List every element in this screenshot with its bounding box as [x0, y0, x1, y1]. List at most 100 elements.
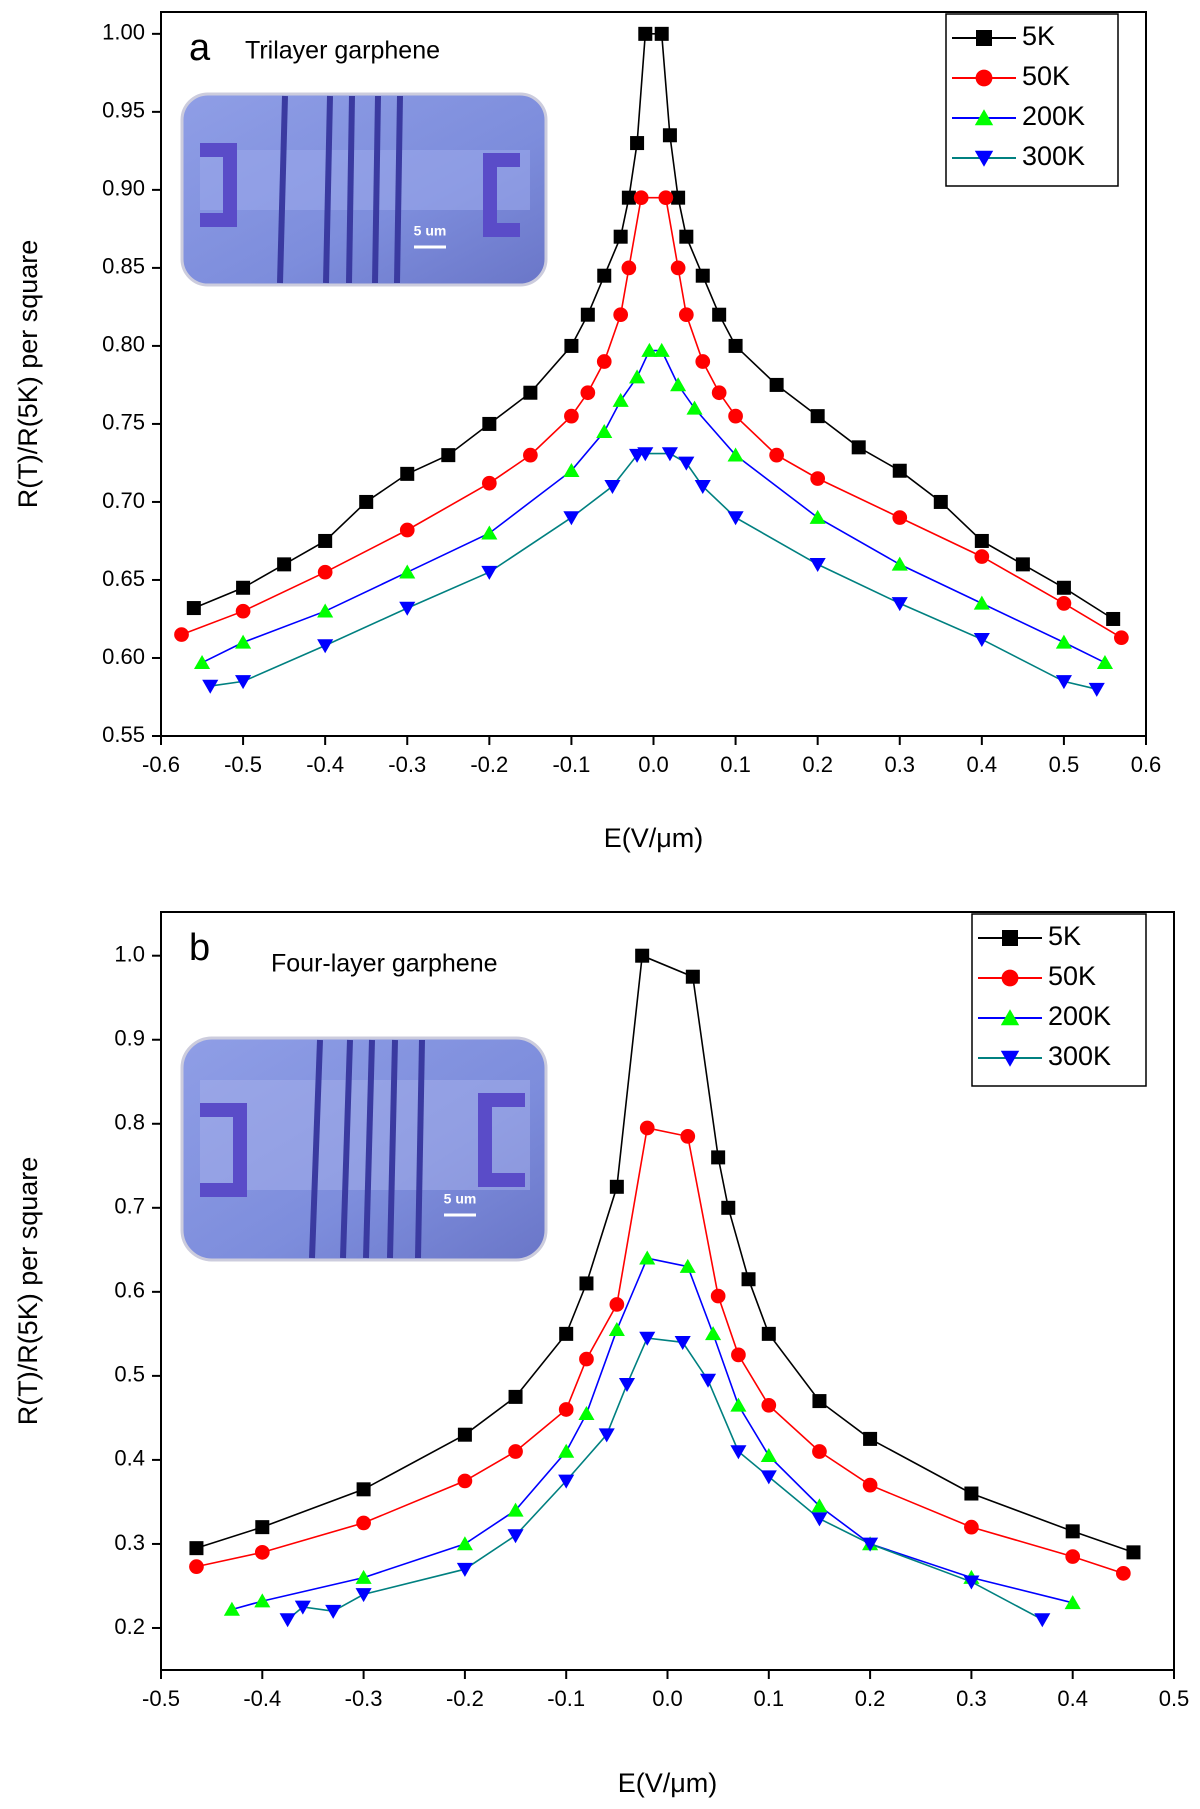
marker	[523, 385, 538, 400]
marker	[193, 654, 211, 669]
y-tick-label: 0.80	[102, 332, 145, 357]
x-tick-label: 0.2	[855, 1686, 886, 1711]
marker	[399, 522, 415, 538]
marker	[727, 447, 744, 462]
marker	[810, 471, 826, 486]
marker	[761, 1326, 776, 1341]
legend-label: 300K	[1048, 1041, 1111, 1071]
marker	[559, 1326, 574, 1341]
marker	[236, 580, 251, 595]
marker	[862, 1537, 879, 1552]
marker	[596, 354, 612, 369]
marker	[317, 639, 334, 654]
marker	[609, 1179, 624, 1194]
marker	[637, 447, 654, 462]
y-tick-label: 0.9	[114, 1026, 145, 1051]
marker	[678, 307, 694, 323]
marker	[769, 377, 784, 392]
marker	[670, 260, 686, 276]
marker	[686, 400, 703, 415]
x-tick-label: -0.2	[446, 1686, 484, 1711]
marker	[730, 1445, 747, 1460]
x-tick-label: 0.1	[754, 1686, 785, 1711]
marker	[964, 1519, 979, 1535]
y-tick-label: 0.95	[102, 98, 145, 123]
marker	[1065, 1524, 1080, 1539]
marker	[355, 1569, 372, 1584]
marker	[1064, 1595, 1081, 1610]
legend: 5K 50K 200K 300K	[971, 913, 1147, 1087]
marker	[189, 1541, 204, 1556]
legend-label: 5K	[1048, 921, 1081, 951]
legend-marker	[1000, 1009, 1020, 1026]
marker	[705, 1326, 722, 1341]
marker	[621, 190, 636, 205]
legend: 5K 50K 200K 300K	[945, 13, 1119, 187]
marker	[662, 128, 677, 143]
y-tick-label: 1.00	[102, 20, 145, 45]
marker	[507, 1529, 524, 1544]
marker	[629, 369, 646, 384]
marker	[730, 1397, 747, 1412]
marker	[1126, 1545, 1141, 1560]
x-tick-label: -0.3	[388, 752, 426, 777]
x-tick-label: 0.5	[1049, 752, 1080, 777]
marker	[964, 1486, 979, 1501]
marker	[609, 1297, 625, 1312]
marker	[810, 409, 825, 424]
marker	[639, 1250, 656, 1265]
marker	[279, 1613, 296, 1628]
x-tick-label: -0.1	[552, 752, 590, 777]
x-tick-label: -0.5	[224, 752, 262, 777]
marker	[317, 603, 334, 618]
marker	[728, 408, 743, 424]
marker	[254, 1545, 270, 1560]
marker	[641, 342, 658, 357]
legend-label: 50K	[1022, 61, 1070, 91]
marker	[710, 1288, 726, 1304]
marker	[359, 494, 374, 509]
marker	[255, 1520, 270, 1535]
inset-scale-label: 5 um	[414, 223, 447, 239]
marker	[223, 1601, 240, 1616]
marker	[564, 338, 579, 353]
panel-letter: a	[189, 27, 211, 69]
marker	[456, 1562, 473, 1577]
marker	[1055, 675, 1072, 690]
marker	[1096, 654, 1114, 669]
marker	[400, 466, 415, 481]
marker	[457, 1427, 472, 1442]
marker	[558, 1402, 574, 1417]
x-tick-label: 0.3	[956, 1686, 987, 1711]
marker	[563, 463, 580, 478]
y-tick-label: 0.6	[114, 1278, 145, 1303]
y-tick-label: 0.75	[102, 410, 145, 435]
marker	[761, 1397, 777, 1413]
marker	[635, 948, 650, 963]
y-tick-label: 0.7	[114, 1194, 145, 1219]
inset-scale-label: 5 um	[444, 1191, 477, 1207]
marker	[674, 1335, 691, 1350]
y-axis-label: R(T)/R(5K) per square	[13, 240, 43, 509]
y-tick-label: 0.8	[114, 1110, 145, 1135]
marker	[612, 392, 629, 407]
panel-subtitle: Four-layer garphene	[271, 950, 498, 978]
y-tick-label: 1.0	[114, 942, 145, 967]
marker	[661, 447, 678, 462]
y-tick-label: 0.65	[102, 566, 145, 591]
marker	[731, 1347, 746, 1363]
marker	[695, 354, 711, 369]
panel-letter: b	[189, 927, 210, 969]
marker	[294, 1600, 311, 1615]
marker	[974, 549, 990, 564]
marker	[712, 307, 727, 322]
marker	[679, 1258, 696, 1273]
x-tick-label: 0.1	[720, 752, 751, 777]
marker	[639, 1331, 656, 1346]
x-tick-label: -0.5	[142, 1686, 180, 1711]
marker	[399, 564, 416, 579]
marker	[579, 1351, 594, 1367]
x-tick-label: -0.6	[142, 752, 180, 777]
x-tick-label: 0.2	[802, 752, 833, 777]
